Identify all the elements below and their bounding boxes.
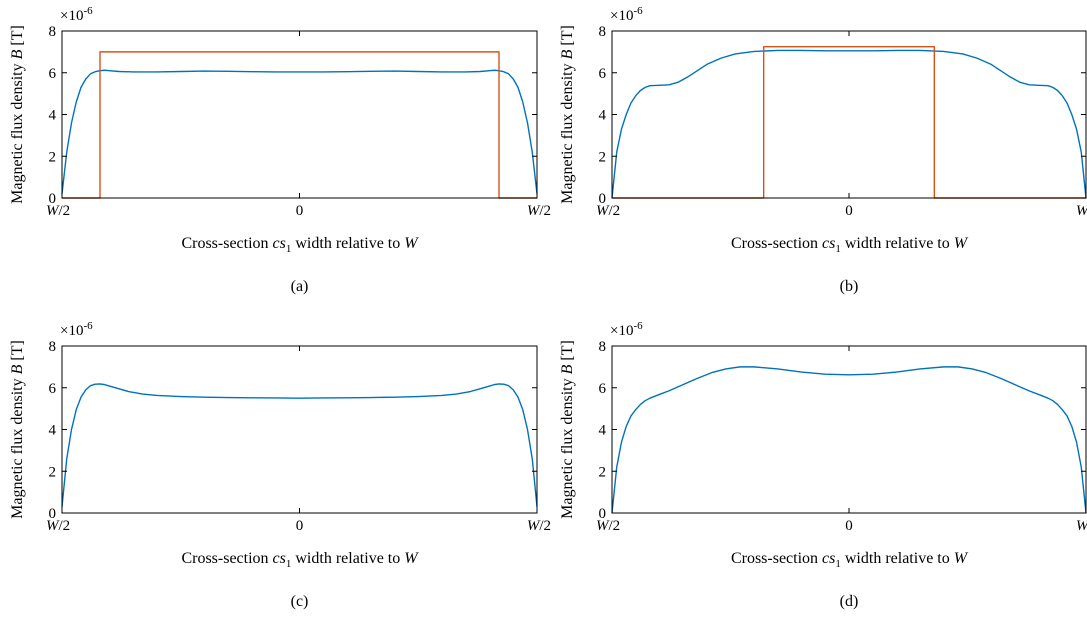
x-tick-label: 0 (296, 518, 304, 534)
plot-frame (61, 345, 538, 514)
y-tick-label: 8 (599, 339, 607, 355)
y-tick-label: 8 (49, 339, 57, 355)
y-tick-label: 2 (49, 149, 57, 165)
x-tick-label: W/2 (1076, 518, 1087, 534)
y-axis-label: Magnetic flux density B [T] (559, 25, 576, 204)
plot-frame (61, 30, 538, 199)
x-tick-label: W/2 (1076, 203, 1087, 219)
y-tick-label: 2 (49, 464, 57, 480)
y-tick-label: 6 (599, 381, 607, 397)
panel-caption: (b) (840, 278, 859, 295)
x-tick-label: W/2 (596, 203, 620, 219)
plot-frame (611, 30, 1087, 199)
y-axis-label: Magnetic flux density B [T] (9, 340, 26, 519)
y-tick-label: 4 (49, 108, 57, 124)
series-line-1 (61, 383, 538, 507)
x-axis-label: Cross-section cs1 width relative to W (181, 550, 419, 570)
x-tick-label: W/2 (596, 518, 620, 534)
y-tick-label: 6 (49, 381, 57, 397)
y-tick-label: 4 (49, 423, 57, 439)
y-tick-label: 0 (49, 191, 57, 207)
y-exponent-label: ×10-6 (610, 320, 643, 339)
y-tick-label: 2 (599, 464, 607, 480)
y-tick-label: 6 (599, 66, 607, 82)
x-tick-label: 0 (296, 203, 304, 219)
x-axis-label: Cross-section cs1 width relative to W (731, 550, 969, 570)
y-tick-label: 2 (599, 149, 607, 165)
series-line-1 (61, 69, 538, 194)
y-tick-label: 8 (599, 24, 607, 40)
x-tick-label: 0 (845, 203, 853, 219)
y-tick-label: 4 (599, 108, 607, 124)
x-tick-label: W/2 (46, 518, 70, 534)
y-tick-label: 6 (49, 66, 57, 82)
series-line-1 (611, 366, 1087, 514)
x-tick-label: 0 (845, 518, 853, 534)
x-tick-label: W/2 (527, 203, 551, 219)
y-tick-label: 0 (599, 191, 607, 207)
panel-caption: (d) (840, 593, 859, 610)
y-tick-label: 4 (599, 423, 607, 439)
panel-caption: (c) (291, 593, 309, 610)
plot-frame (611, 345, 1087, 514)
series-line-1 (611, 49, 1087, 199)
series-line-2 (612, 45, 1086, 199)
x-axis-label: Cross-section cs1 width relative to W (181, 235, 419, 255)
x-tick-label: W/2 (46, 203, 70, 219)
y-tick-label: 0 (599, 506, 607, 522)
y-axis-label: Magnetic flux density B [T] (559, 340, 576, 519)
x-tick-label: W/2 (527, 518, 551, 534)
y-exponent-label: ×10-6 (610, 5, 643, 24)
x-axis-label: Cross-section cs1 width relative to W (731, 235, 969, 255)
y-tick-label: 8 (49, 24, 57, 40)
y-axis-label: Magnetic flux density B [T] (9, 25, 26, 204)
y-tick-label: 0 (49, 506, 57, 522)
y-exponent-label: ×10-6 (60, 5, 93, 24)
series-line-2 (62, 51, 537, 199)
panel-caption: (a) (291, 278, 309, 295)
y-exponent-label: ×10-6 (60, 320, 93, 339)
